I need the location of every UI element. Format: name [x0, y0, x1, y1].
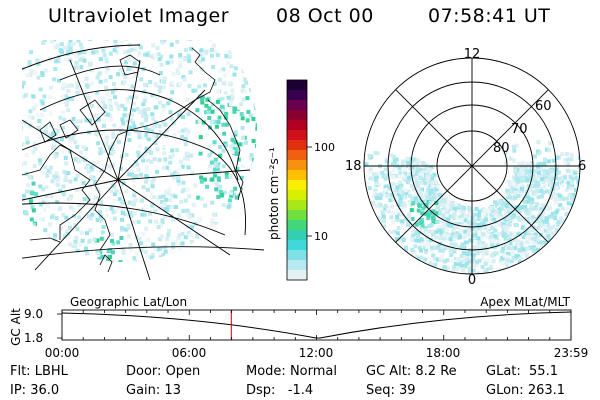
- info-door: Door: Open: [126, 364, 201, 379]
- altitude-timeline: 9.0 1.8 GC Alt 00:00 06:00 12:00 18:00 2…: [9, 307, 588, 360]
- colorbar: 100 10 photon cm⁻²s⁻¹: [267, 79, 335, 281]
- colorbar-swatch: [287, 100, 307, 111]
- colorbar-swatch: [287, 170, 307, 181]
- info-dsp: Dsp: -1.4: [246, 383, 314, 398]
- colorbar-swatch: [287, 230, 307, 241]
- colorbar-tick-10: 10: [314, 230, 328, 243]
- geographic-image-panel: [22, 40, 264, 281]
- mlat-label-60: 60: [535, 99, 552, 114]
- colorbar-swatch: [287, 240, 307, 251]
- geo-grid-lines: [22, 44, 264, 281]
- geo-panel-label: Geographic Lat/Lon: [70, 295, 187, 309]
- colorbar-tick-100: 100: [314, 141, 335, 154]
- geo-emission-pixels: [22, 40, 257, 262]
- x-tick-1200: 12:00: [299, 346, 334, 360]
- info-glat: GLat: 55.1: [486, 364, 558, 379]
- mlat-label-70: 70: [511, 122, 528, 137]
- colorbar-swatch: [287, 80, 307, 91]
- mlt-label-12: 12: [464, 47, 481, 62]
- geo-coastlines: [22, 47, 244, 273]
- y-axis-title: GC Alt: [9, 308, 23, 346]
- x-tick-0000: 00:00: [45, 346, 80, 360]
- info-mode: Mode: Normal: [246, 364, 337, 379]
- info-ip: IP: 36.0: [10, 383, 60, 398]
- mlt-label-18: 18: [345, 159, 362, 174]
- y-tick-9: 9.0: [24, 307, 43, 321]
- info-seq: Seq: 39: [366, 383, 416, 398]
- colorbar-swatch: [287, 260, 307, 271]
- colorbar-swatch: [287, 180, 307, 191]
- info-glon: GLon: 263.1: [486, 383, 566, 398]
- colorbar-scale: [287, 80, 307, 281]
- colorbar-swatch: [287, 140, 307, 151]
- polar-image-panel: 12 18 6 0 60 70 80: [345, 47, 586, 288]
- x-tick-0600: 06:00: [172, 346, 207, 360]
- time-label: 07:58:41 UT: [428, 5, 551, 27]
- info-gc-alt: GC Alt: 8.2 Re: [366, 364, 457, 379]
- polar-emission-pixels: [364, 140, 580, 274]
- colorbar-swatch: [287, 210, 307, 221]
- colorbar-swatch: [287, 150, 307, 161]
- x-tick-2359: 23:59: [554, 346, 589, 360]
- y-tick-1-8: 1.8: [24, 331, 43, 345]
- mlt-label-6: 6: [578, 159, 586, 174]
- colorbar-swatch: [287, 90, 307, 101]
- colorbar-swatch: [287, 110, 307, 121]
- altitude-curve: [61, 311, 572, 339]
- colorbar-unit-label: photon cm⁻²s⁻¹: [267, 147, 281, 240]
- colorbar-swatch: [287, 270, 307, 281]
- mlat-label-80: 80: [493, 141, 510, 156]
- mlt-label-0: 0: [468, 273, 476, 288]
- info-flt: Flt: LBHL: [10, 364, 68, 379]
- colorbar-swatch: [287, 130, 307, 141]
- polar-grid: [363, 57, 581, 275]
- info-gain: Gain: 13: [126, 383, 181, 398]
- x-tick-1800: 18:00: [426, 346, 461, 360]
- colorbar-swatch: [287, 190, 307, 201]
- date-label: 08 Oct 00: [276, 5, 374, 27]
- colorbar-swatch: [287, 200, 307, 211]
- instrument-title: Ultraviolet Imager: [48, 5, 230, 27]
- colorbar-swatch: [287, 220, 307, 231]
- polar-panel-label: Apex MLat/MLT: [480, 295, 570, 309]
- colorbar-swatch: [287, 160, 307, 171]
- colorbar-swatch: [287, 250, 307, 261]
- colorbar-swatch: [287, 120, 307, 131]
